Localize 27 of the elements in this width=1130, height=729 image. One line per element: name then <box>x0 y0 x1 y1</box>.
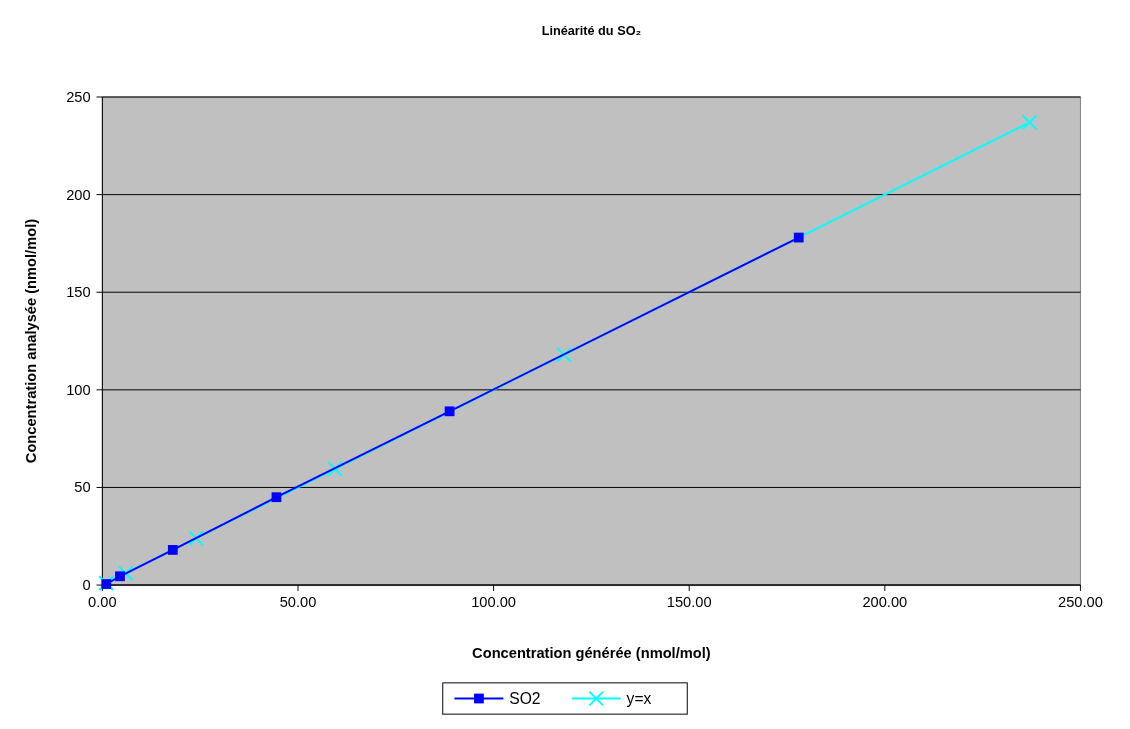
y-axis-title: Concentration analysée (nmol/mol) <box>22 218 39 464</box>
y-tick-label: 100 <box>66 381 91 398</box>
chart-title: Linéarité du SO₂ <box>541 23 642 39</box>
point <box>118 565 134 582</box>
point <box>556 346 572 363</box>
legend-label: SO2 <box>509 690 541 708</box>
legend-label: y=x <box>626 690 652 708</box>
x-tick-label: 50.00 <box>279 593 317 610</box>
point <box>188 530 205 547</box>
y-tick-label: 150 <box>66 284 91 301</box>
point <box>793 232 804 243</box>
point <box>444 406 455 417</box>
point <box>115 571 125 582</box>
x-tick-label: 250.00 <box>1058 593 1103 610</box>
x-tick-label: 100.00 <box>471 593 517 610</box>
x-tick-label: 150.00 <box>666 593 712 610</box>
x-tick-label: 200.00 <box>862 593 908 610</box>
y-tick-label: 250 <box>66 88 91 105</box>
x-tick-label: 0.00 <box>88 593 117 610</box>
y-tick-label: 200 <box>66 186 91 203</box>
point <box>167 545 178 555</box>
point <box>271 492 282 503</box>
y-tick-label: 0 <box>82 576 91 593</box>
point <box>1021 114 1038 131</box>
y-tick-label: 50 <box>74 479 91 496</box>
x-axis-title: Concentration générée (nmol/mol) <box>472 645 711 662</box>
point <box>327 461 343 477</box>
